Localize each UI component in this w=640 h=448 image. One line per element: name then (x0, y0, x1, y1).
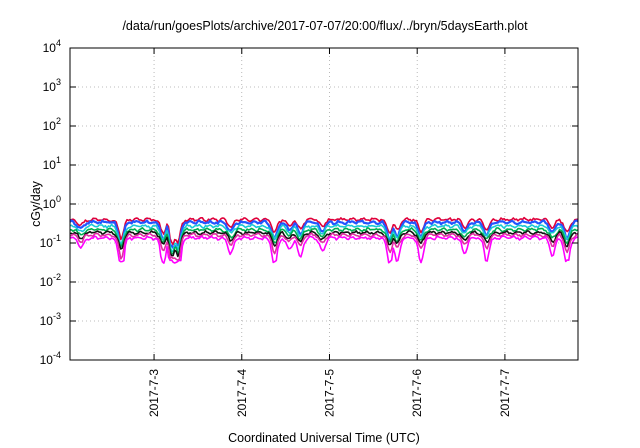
series-line (69, 223, 579, 253)
y-tick-label: 10-3 (40, 311, 61, 328)
x-tick-label: 2017-7-5 (322, 369, 336, 417)
y-axis-label: cGy/day (29, 180, 43, 227)
x-tick-label: 2017-7-6 (410, 369, 424, 417)
series-line (69, 216, 579, 246)
y-tick-label: 103 (43, 77, 61, 94)
y-tick-label: 10-1 (40, 233, 61, 250)
y-tick-label: 102 (43, 116, 61, 133)
series-layer (69, 216, 579, 264)
y-tick-label: 104 (43, 38, 61, 55)
x-tick-label: 2017-7-4 (235, 369, 249, 417)
y-tick-label: 100 (43, 194, 61, 211)
series-line (69, 232, 579, 262)
chart-title: /data/run/goesPlots/archive/2017-07-07/2… (122, 19, 528, 33)
x-tick-label: 2017-7-3 (147, 369, 161, 417)
series-line (69, 235, 579, 264)
x-axis: 2017-7-3 2017-7-4 2017-7-5 2017-7-6 2017-7-7 (147, 48, 512, 417)
x-tick-label: 2017-7-7 (498, 369, 512, 417)
y-tick-label: 10-2 (40, 272, 61, 289)
y-axis: 10-4 10-3 10-2 10-1 100 101 102 103 104 (40, 38, 578, 367)
x-axis-label: Coordinated Universal Time (UTC) (228, 431, 420, 445)
y-tick-label: 101 (43, 155, 61, 172)
grid (70, 48, 578, 360)
series-line (69, 227, 579, 255)
y-tick-label: 10-4 (40, 350, 61, 367)
